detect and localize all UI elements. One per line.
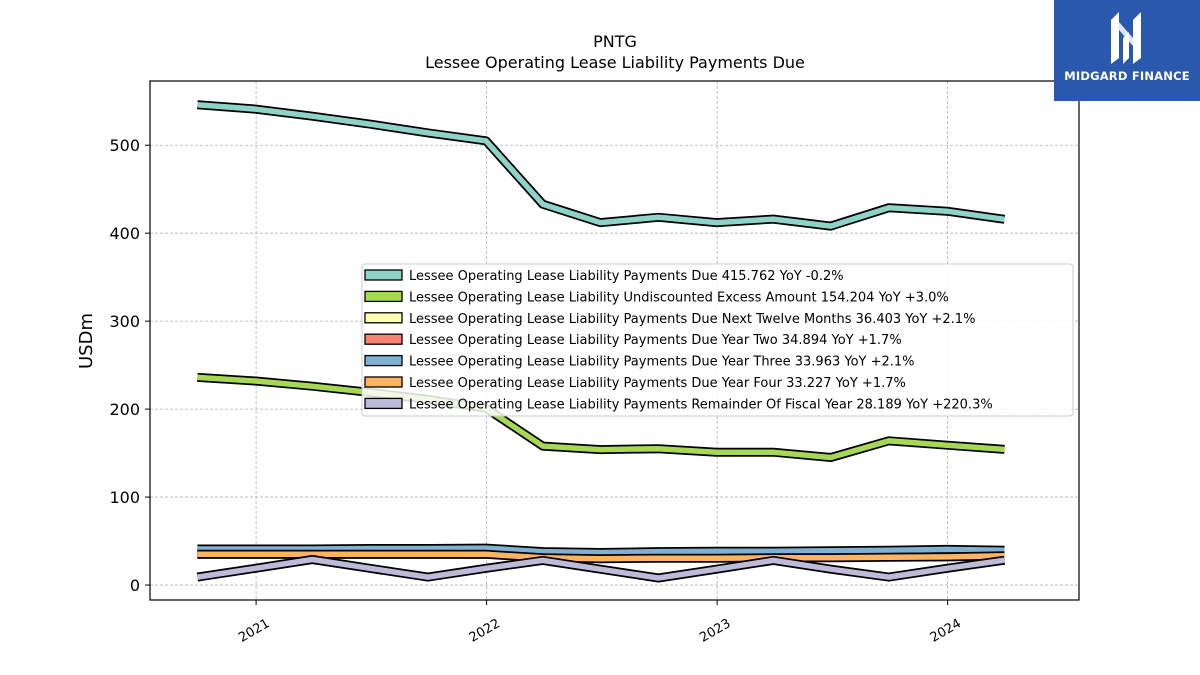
y-axis-label: USDm bbox=[76, 313, 97, 369]
legend-box bbox=[361, 263, 1074, 417]
y-tick-label: 300 bbox=[109, 312, 140, 331]
legend-swatch bbox=[364, 397, 403, 410]
legend: Lessee Operating Lease Liability Payment… bbox=[361, 263, 1074, 417]
legend-item: Lessee Operating Lease Liability Payment… bbox=[364, 269, 844, 284]
series-6 bbox=[197, 549, 1005, 564]
series-line bbox=[197, 551, 1005, 562]
legend-label: Lessee Operating Lease Liability Payment… bbox=[409, 269, 844, 284]
x-tick-label: 2021 bbox=[236, 616, 272, 646]
legend-item: Lessee Operating Lease Liability Payment… bbox=[364, 354, 915, 370]
x-tick-label: 2023 bbox=[697, 616, 733, 646]
grid bbox=[150, 81, 1079, 600]
chart-title: PNTG bbox=[593, 32, 637, 51]
legend-item: Lessee Operating Lease Liability Payment… bbox=[364, 376, 906, 391]
series-line bbox=[196, 556, 1005, 581]
legend-label: Lessee Operating Lease Liability Payment… bbox=[409, 333, 902, 348]
plot-frame bbox=[149, 80, 1080, 601]
series-2 bbox=[197, 372, 1005, 462]
legend-label: Lessee Operating Lease Liability Payment… bbox=[409, 397, 993, 412]
chart-subtitle: Lessee Operating Lease Liability Payment… bbox=[425, 53, 805, 72]
x-tick-label: 2022 bbox=[467, 616, 503, 646]
series-line bbox=[197, 374, 1005, 461]
midgard-logo-icon bbox=[1054, 8, 1200, 72]
legend-swatch bbox=[364, 312, 403, 324]
legend-swatch bbox=[364, 376, 403, 388]
series-line bbox=[197, 102, 1005, 229]
series-5 bbox=[197, 543, 1005, 557]
legend-label: Lessee Operating Lease Liability Undisco… bbox=[409, 290, 949, 305]
legend-swatch bbox=[364, 354, 403, 367]
y-tick-label: 0 bbox=[130, 576, 140, 595]
legend-label: Lessee Operating Lease Liability Payment… bbox=[409, 355, 915, 370]
y-tick-label: 400 bbox=[109, 224, 140, 243]
brand-badge: MIDGARD FINANCE bbox=[1054, 0, 1200, 101]
series-layer bbox=[196, 100, 1006, 583]
legend-item: Lessee Operating Lease Liability Payment… bbox=[364, 312, 975, 327]
legend-swatch bbox=[364, 290, 403, 303]
legend-item: Lessee Operating Lease Liability Undisco… bbox=[364, 290, 949, 305]
y-tick-label: 200 bbox=[109, 400, 140, 419]
legend-item: Lessee Operating Lease Liability Payment… bbox=[364, 333, 902, 348]
y-tick-label: 500 bbox=[109, 136, 140, 155]
legend-swatch bbox=[364, 269, 403, 281]
series-1 bbox=[197, 100, 1006, 231]
x-tick-label: 2024 bbox=[928, 616, 964, 646]
legend-label: Lessee Operating Lease Liability Payment… bbox=[409, 376, 906, 391]
series-line bbox=[197, 545, 1005, 556]
y-tick-label: 100 bbox=[109, 488, 140, 507]
legend-item: Lessee Operating Lease Liability Payment… bbox=[364, 397, 993, 412]
brand-name: MIDGARD FINANCE bbox=[1064, 69, 1190, 83]
series-7 bbox=[196, 555, 1006, 583]
legend-swatch bbox=[364, 333, 403, 345]
legend-label: Lessee Operating Lease Liability Payment… bbox=[409, 312, 975, 327]
